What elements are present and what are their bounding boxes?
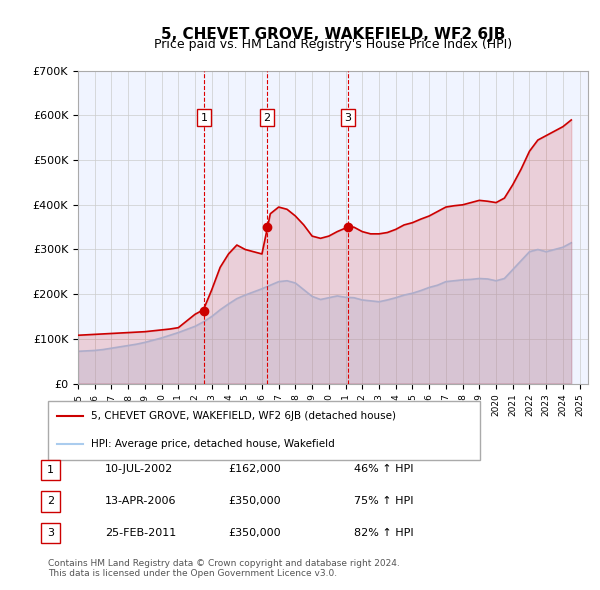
Text: Price paid vs. HM Land Registry's House Price Index (HPI): Price paid vs. HM Land Registry's House … <box>154 38 512 51</box>
Text: £162,000: £162,000 <box>228 464 281 474</box>
Text: 5, CHEVET GROVE, WAKEFIELD, WF2 6JB (detached house): 5, CHEVET GROVE, WAKEFIELD, WF2 6JB (det… <box>91 411 396 421</box>
Text: 2: 2 <box>47 497 54 506</box>
Text: 5, CHEVET GROVE, WAKEFIELD, WF2 6JB: 5, CHEVET GROVE, WAKEFIELD, WF2 6JB <box>161 27 505 41</box>
Text: 1: 1 <box>47 465 54 474</box>
Text: 75% ↑ HPI: 75% ↑ HPI <box>354 496 413 506</box>
Text: Contains HM Land Registry data © Crown copyright and database right 2024.
This d: Contains HM Land Registry data © Crown c… <box>48 559 400 578</box>
Text: 3: 3 <box>47 529 54 538</box>
Text: 13-APR-2006: 13-APR-2006 <box>105 496 176 506</box>
Text: 82% ↑ HPI: 82% ↑ HPI <box>354 528 413 537</box>
Text: 46% ↑ HPI: 46% ↑ HPI <box>354 464 413 474</box>
Text: 1: 1 <box>200 113 208 123</box>
Text: 2: 2 <box>263 113 270 123</box>
FancyBboxPatch shape <box>48 401 480 460</box>
Text: 10-JUL-2002: 10-JUL-2002 <box>105 464 173 474</box>
Text: HPI: Average price, detached house, Wakefield: HPI: Average price, detached house, Wake… <box>91 439 335 448</box>
Text: £350,000: £350,000 <box>228 496 281 506</box>
Text: 3: 3 <box>344 113 352 123</box>
Text: 25-FEB-2011: 25-FEB-2011 <box>105 528 176 537</box>
Text: £350,000: £350,000 <box>228 528 281 537</box>
